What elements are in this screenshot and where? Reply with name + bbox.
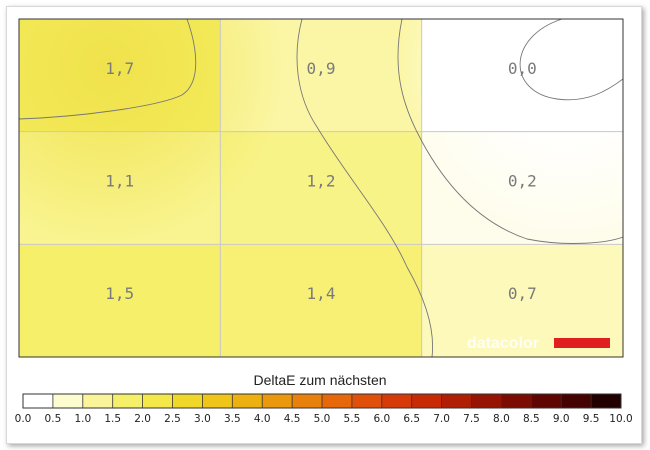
contour-lines <box>19 19 623 357</box>
legend-swatch <box>501 394 532 408</box>
legend-tick-label: 9.5 <box>583 413 600 425</box>
legend-swatch <box>172 394 203 408</box>
legend-swatch <box>112 394 143 408</box>
legend-title: DeltaE zum nächsten <box>253 372 386 388</box>
legend-swatch <box>262 394 293 408</box>
plot-area: 1,7 0,9 0,0 1,1 1,2 0,2 1,5 1,4 0,7 datacolor <box>19 19 623 357</box>
legend-tick-label: 10.0 <box>609 413 632 425</box>
cell-label-r2-c1: 1,1 <box>105 172 134 191</box>
legend-swatch <box>441 394 472 408</box>
legend-tick-label: 3.5 <box>224 413 241 425</box>
legend-tick-label: 0.5 <box>45 413 62 425</box>
legend-tick-label: 6.0 <box>373 413 390 425</box>
contour-line-middle <box>296 19 434 357</box>
legend-tick-label: 1.0 <box>74 413 91 425</box>
legend-tick-label: 1.5 <box>104 413 121 425</box>
cell-label-r2-c3: 0,2 <box>508 172 537 191</box>
legend-tick-label: 9.0 <box>553 413 570 425</box>
legend-tick-label: 2.5 <box>164 413 181 425</box>
legend-swatch <box>531 394 562 408</box>
legend-tick-label: 5.5 <box>344 413 361 425</box>
datacolor-watermark: datacolor <box>467 335 610 352</box>
cell-label-r3-c3: 0,7 <box>508 284 537 303</box>
legend-tick-label: 8.5 <box>523 413 540 425</box>
contour-line-zero <box>519 19 623 101</box>
legend-swatch <box>351 394 383 408</box>
legend-tick-label: 3.0 <box>194 413 211 425</box>
legend-tick-label: 8.0 <box>493 413 510 425</box>
cell-label-r1-c1: 1,7 <box>105 59 134 78</box>
cell-label-r1-c3: 0,0 <box>508 59 537 78</box>
legend-swatch <box>232 394 263 408</box>
legend-tick-label: 6.5 <box>403 413 420 425</box>
legend-tick-label: 0.0 <box>15 413 32 425</box>
legend-tick-label: 7.0 <box>433 413 450 425</box>
legend-swatch <box>591 394 622 408</box>
legend-swatch <box>202 394 233 408</box>
legend-tick-label: 4.0 <box>254 413 271 425</box>
legend-swatch <box>142 394 173 408</box>
legend-tick-label: 4.5 <box>284 413 301 425</box>
cell-label-r3-c1: 1,5 <box>105 284 134 303</box>
legend-swatch <box>23 394 54 408</box>
grid-lines <box>19 19 623 357</box>
heatmap-chart: 1,7 0,9 0,0 1,1 1,2 0,2 1,5 1,4 0,7 datacolor De… <box>15 18 633 425</box>
legend-swatch <box>292 394 323 408</box>
legend-tick-label: 2.0 <box>134 413 151 425</box>
legend-swatch <box>471 394 502 408</box>
legend-tick-label: 7.5 <box>463 413 480 425</box>
cell-label-r3-c2: 1,4 <box>307 284 336 303</box>
watermark-text: datacolor <box>467 335 539 352</box>
legend-swatch <box>52 394 84 408</box>
watermark-bar <box>554 338 610 348</box>
legend-swatch <box>322 394 353 408</box>
cell-label-r1-c2: 0,9 <box>307 59 336 78</box>
plot-border <box>18 18 624 358</box>
legend-swatch <box>411 394 442 408</box>
color-legend: 0.0 0.5 1.0 1.5 2.0 2.5 3.0 3.5 4.0 4.5 5.0 5.5 6.0 6… <box>15 393 633 425</box>
legend-tick-label: 5.0 <box>314 413 331 425</box>
contour-line-top-left <box>19 19 197 120</box>
legend-swatch <box>561 394 592 408</box>
contour-line-upper-right <box>397 19 623 244</box>
cell-label-r2-c2: 1,2 <box>307 172 336 191</box>
legend-swatch <box>82 394 113 408</box>
chart-frame: 1,7 0,9 0,0 1,1 1,2 0,2 1,5 1,4 0,7 datacolor De… <box>6 6 642 444</box>
legend-swatch <box>381 394 412 408</box>
cell-labels: 1,7 0,9 0,0 1,1 1,2 0,2 1,5 1,4 0,7 <box>105 59 537 303</box>
